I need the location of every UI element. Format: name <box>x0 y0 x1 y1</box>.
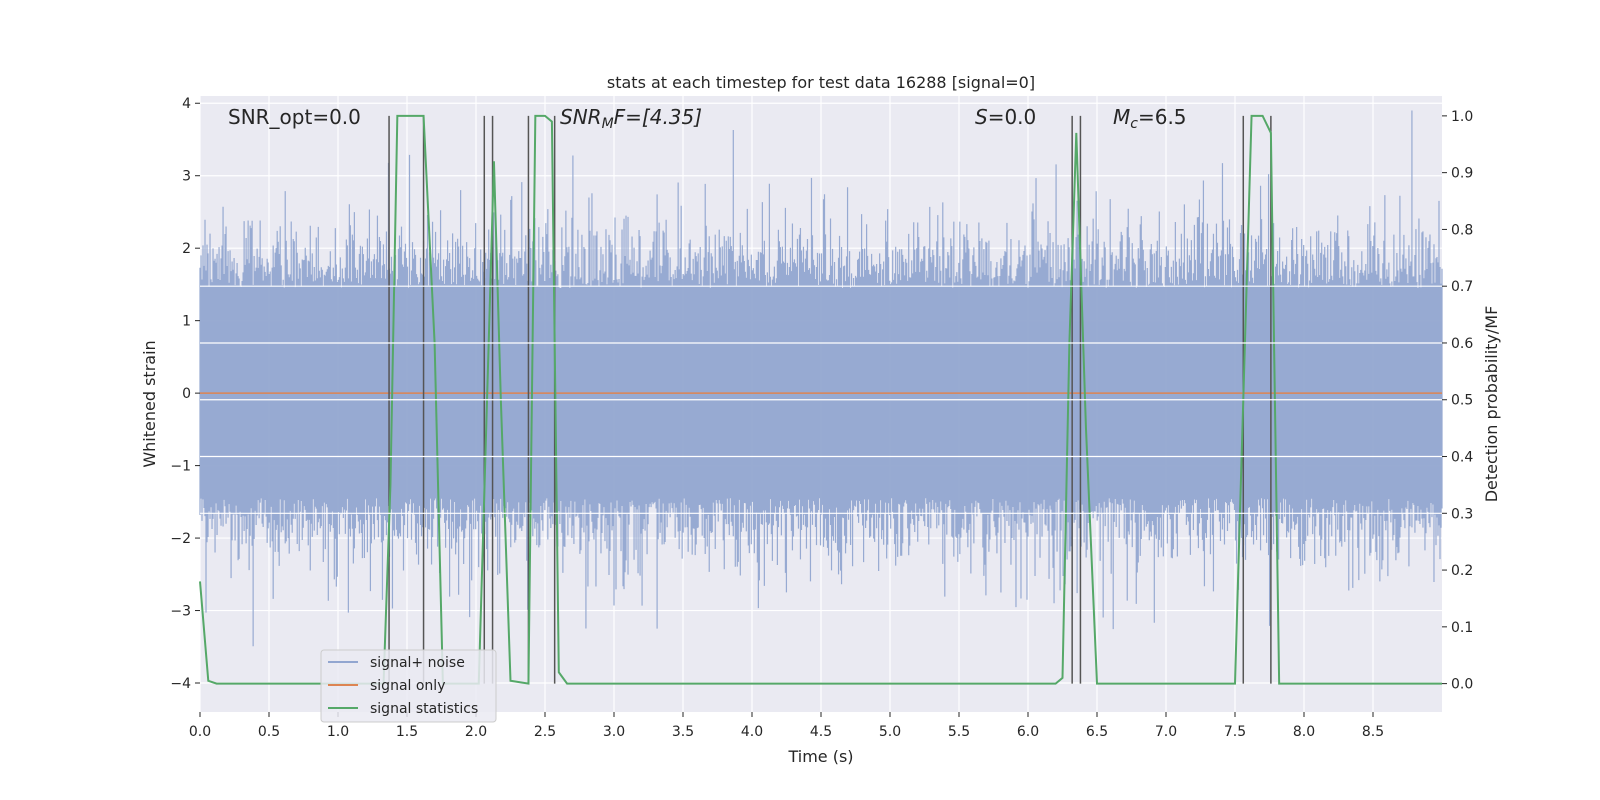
x-tick-label: 7.0 <box>1155 724 1177 740</box>
y-right-tick-label: 0.2 <box>1451 563 1473 579</box>
x-tick-label: 8.5 <box>1362 724 1384 740</box>
legend-box <box>320 649 497 723</box>
legend-label-signal-only: signal only <box>370 678 445 694</box>
legend-label-statistics: signal statistics <box>370 701 478 717</box>
y-tick-label: 1 <box>182 314 191 330</box>
right-grid <box>200 285 1442 514</box>
noise-trace <box>199 110 1443 647</box>
x-axis-ticks: 0.0 0.5 1.0 1.5 2.0 2.5 3.0 3.5 4.0 4.5 5.0 5.5 6.0 6… <box>189 712 1384 740</box>
x-tick-label: 4.0 <box>741 724 763 740</box>
y-right-tick-label: 0.7 <box>1451 279 1473 295</box>
y-right-tick-label: 0.6 <box>1451 336 1473 352</box>
y-tick-label: 2 <box>182 241 191 257</box>
x-tick-label: 2.0 <box>465 724 487 740</box>
chart-title: stats at each timestep for test data 162… <box>607 73 1035 92</box>
x-tick-label: 4.5 <box>810 724 832 740</box>
y-right-tick-label: 0.8 <box>1451 222 1473 238</box>
x-tick-label: 1.5 <box>396 724 418 740</box>
x-tick-label: 0.5 <box>258 724 280 740</box>
series-signal-statistics <box>199 114 1442 685</box>
x-axis-label: Time (s) <box>787 747 853 766</box>
y-right-tick-label: 1.0 <box>1451 109 1473 125</box>
series-signal-noise <box>199 110 1443 647</box>
y-right-tick-label: 0.9 <box>1451 166 1473 182</box>
x-tick-label: 6.0 <box>1017 724 1039 740</box>
y-axis-label: Whitened strain <box>140 340 159 467</box>
y-right-tick-label: 0.0 <box>1451 677 1473 693</box>
x-tick-label: 1.0 <box>327 724 349 740</box>
x-tick-label: 0.0 <box>189 724 211 740</box>
annotation-mc: Mc=6.5 <box>1113 105 1187 132</box>
y-right-tick-label: 0.3 <box>1451 506 1473 522</box>
y-right-tick-label: 0.1 <box>1451 620 1473 636</box>
x-tick-label: 6.5 <box>1086 724 1108 740</box>
y-right-axis-label: Detection probability/MF <box>1482 306 1501 503</box>
x-tick-label: 2.5 <box>534 724 556 740</box>
y-right-axis-ticks: 1.0 0.9 0.8 0.7 0.6 0.5 0.4 0.3 0.2 0.1 0.0 <box>1442 109 1473 693</box>
y-right-tick-label: 0.5 <box>1451 393 1473 409</box>
x-tick-label: 3.5 <box>672 724 694 740</box>
legend-label-noise: signal+ noise <box>370 655 465 671</box>
vertical-markers <box>388 115 1272 684</box>
y-tick-label: 4 <box>182 96 191 112</box>
legend: signal+ noise signal only signal statist… <box>320 649 497 723</box>
y-tick-label: −1 <box>170 459 191 475</box>
statistics-line <box>199 114 1442 685</box>
y-tick-label: 0 <box>182 386 191 402</box>
y-tick-label: −2 <box>170 531 191 547</box>
y-tick-label: −4 <box>170 676 191 692</box>
x-tick-label: 5.5 <box>948 724 970 740</box>
x-tick-label: 3.0 <box>603 724 625 740</box>
y-tick-label: 3 <box>182 169 191 185</box>
x-tick-label: 8.0 <box>1293 724 1315 740</box>
x-tick-label: 7.5 <box>1224 724 1246 740</box>
y-axis-ticks: 4 3 2 1 0 −1 −2 −3 −4 <box>170 96 200 692</box>
annotation-s: S=0.0 <box>975 105 1036 129</box>
x-tick-label: 5.0 <box>879 724 901 740</box>
annotation-snr-mf: SNRMF=[4.35] <box>560 105 702 132</box>
annotation-snr-opt: SNR_opt=0.0 <box>228 105 361 129</box>
y-right-tick-label: 0.4 <box>1451 450 1473 466</box>
y-tick-label: −3 <box>170 604 191 620</box>
